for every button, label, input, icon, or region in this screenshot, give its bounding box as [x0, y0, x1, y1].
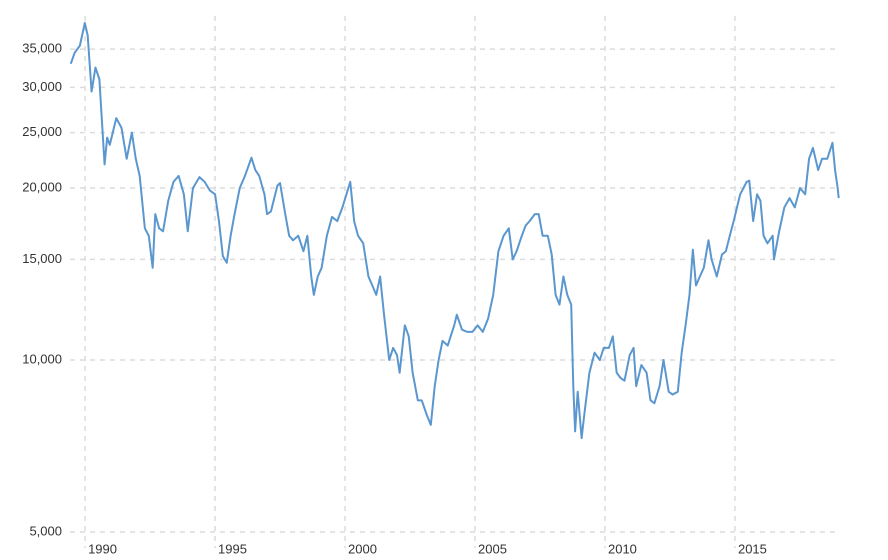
- x-tick-label: 2015: [738, 541, 767, 556]
- y-tick-label: 20,000: [22, 179, 62, 194]
- x-tick-label: 2010: [608, 541, 637, 556]
- x-tick-label: 2005: [478, 541, 507, 556]
- x-tick-label: 1995: [218, 541, 247, 556]
- y-tick-label: 10,000: [22, 351, 62, 366]
- y-tick-label: 25,000: [22, 124, 62, 139]
- y-tick-label: 5,000: [29, 523, 62, 538]
- y-tick-label: 35,000: [22, 41, 62, 56]
- data-line: [69, 21, 840, 440]
- x-tick-label: 1990: [88, 541, 117, 556]
- x-tick-label: 2000: [348, 541, 377, 556]
- y-tick-label: 30,000: [22, 79, 62, 94]
- y-tick-label: 15,000: [22, 251, 62, 266]
